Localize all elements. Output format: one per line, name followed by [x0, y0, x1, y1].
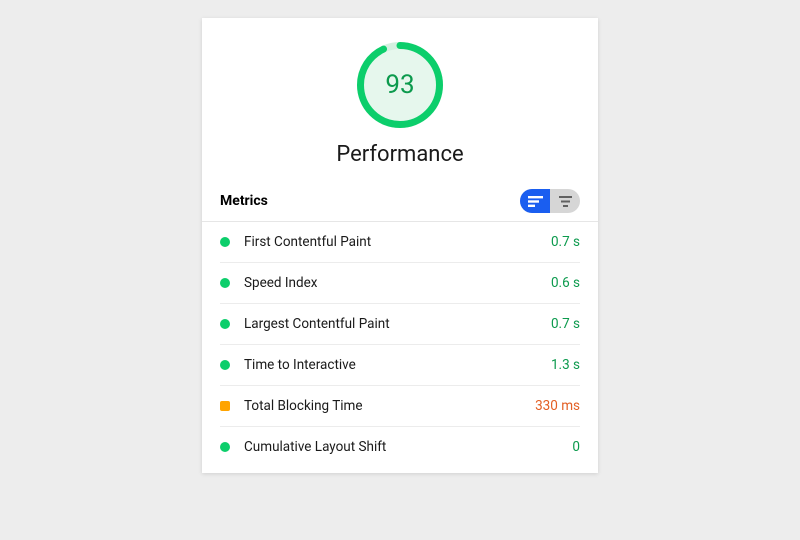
metric-value: 0	[572, 439, 580, 455]
metric-value: 0.6 s	[551, 275, 580, 291]
toggle-compact[interactable]	[550, 189, 580, 213]
metric-row: Speed Index0.6 s	[220, 263, 580, 304]
metric-row: Cumulative Layout Shift0	[220, 427, 580, 467]
metric-label: Cumulative Layout Shift	[244, 439, 572, 455]
status-dot-icon	[220, 278, 230, 288]
metric-row: First Contentful Paint0.7 s	[220, 222, 580, 263]
metric-label: Time to Interactive	[244, 357, 551, 373]
metric-value: 1.3 s	[551, 357, 580, 373]
status-dot-icon	[220, 442, 230, 452]
status-dot-icon	[220, 360, 230, 370]
score-gauge: 93	[357, 42, 443, 128]
metric-value: 0.7 s	[551, 234, 580, 250]
metric-label: First Contentful Paint	[244, 234, 551, 250]
metric-row: Time to Interactive1.3 s	[220, 345, 580, 386]
metrics-list: First Contentful Paint0.7 sSpeed Index0.…	[202, 222, 598, 467]
status-square-icon	[220, 401, 230, 411]
metric-value: 0.7 s	[551, 316, 580, 332]
view-toggle	[520, 189, 580, 213]
gauge-title: Performance	[336, 142, 463, 167]
metric-label: Total Blocking Time	[244, 398, 535, 414]
metric-row: Total Blocking Time330 ms	[220, 386, 580, 427]
metric-row: Largest Contentful Paint0.7 s	[220, 304, 580, 345]
status-dot-icon	[220, 319, 230, 329]
gauge-section: 93 Performance	[202, 18, 598, 185]
expanded-view-icon	[528, 196, 543, 207]
metric-label: Speed Index	[244, 275, 551, 291]
metric-value: 330 ms	[535, 398, 580, 414]
toggle-expanded[interactable]	[520, 189, 550, 213]
status-dot-icon	[220, 237, 230, 247]
performance-card: 93 Performance Metrics First Conte	[202, 18, 598, 473]
compact-view-icon	[559, 196, 572, 207]
metrics-title: Metrics	[220, 193, 268, 209]
gauge-score: 93	[357, 42, 443, 128]
metric-label: Largest Contentful Paint	[244, 316, 551, 332]
metrics-header: Metrics	[202, 185, 598, 222]
